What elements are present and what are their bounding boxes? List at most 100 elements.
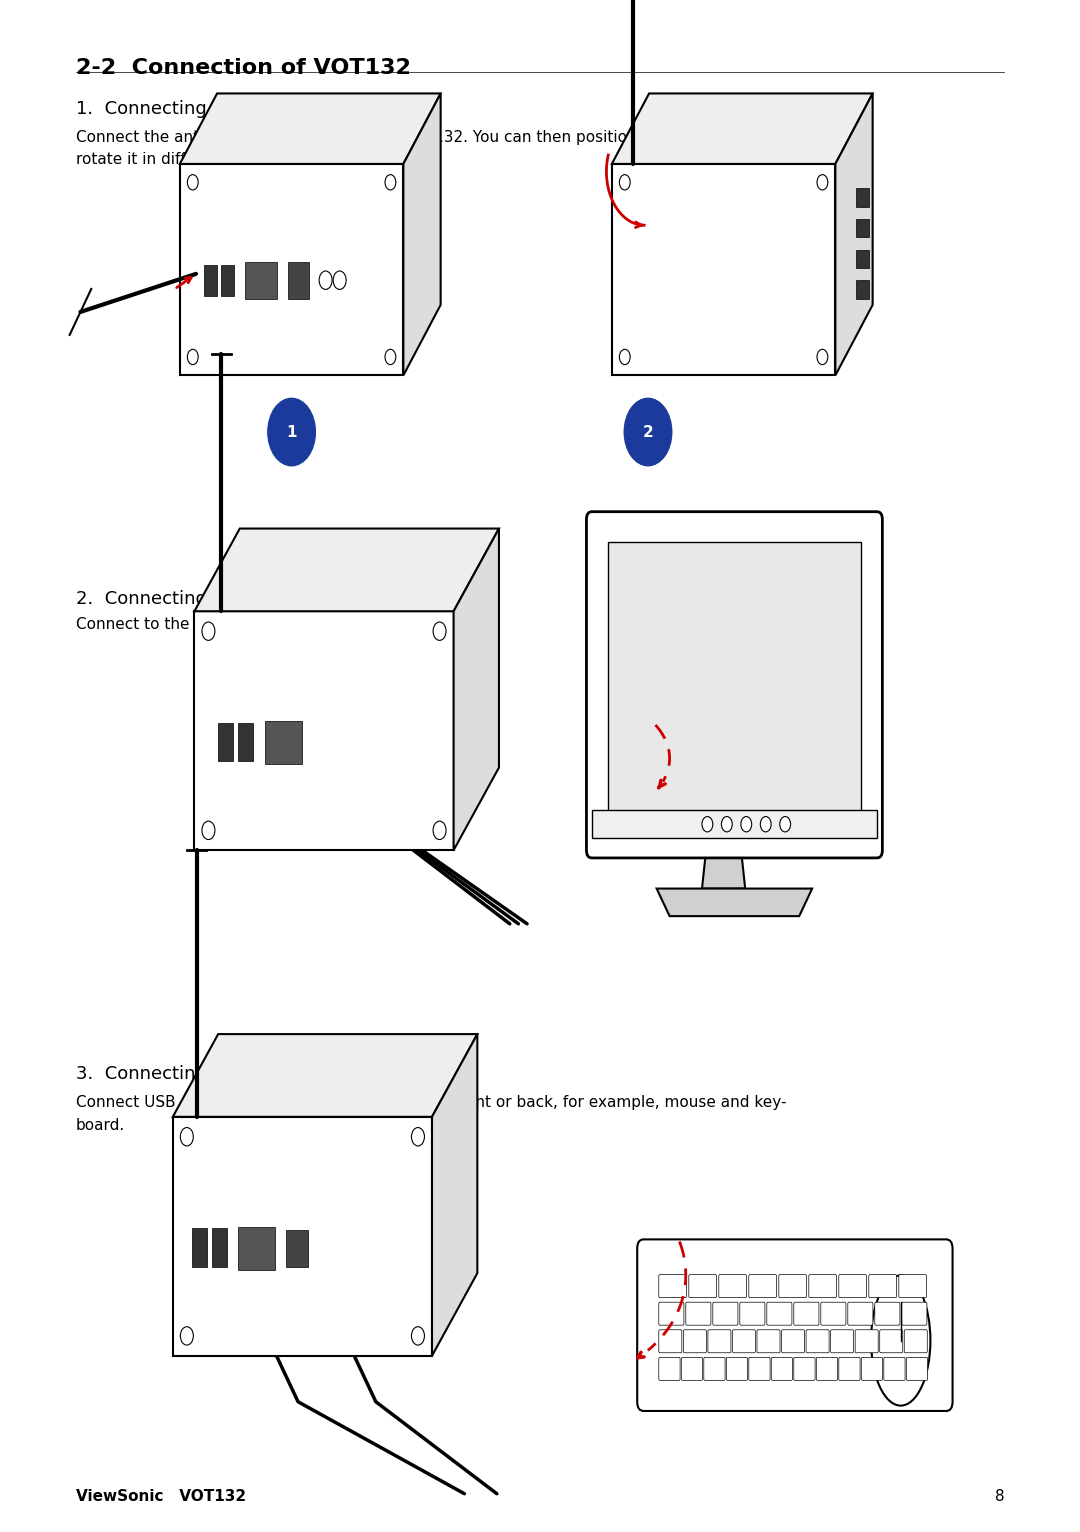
Bar — [856, 250, 869, 268]
Circle shape — [202, 622, 215, 640]
FancyBboxPatch shape — [727, 1357, 747, 1380]
Circle shape — [268, 398, 315, 466]
FancyBboxPatch shape — [659, 1330, 681, 1353]
Polygon shape — [432, 1034, 477, 1356]
FancyBboxPatch shape — [899, 1275, 927, 1298]
Bar — [856, 188, 869, 207]
Circle shape — [624, 398, 672, 466]
Circle shape — [411, 1128, 424, 1146]
FancyBboxPatch shape — [794, 1302, 819, 1325]
Circle shape — [702, 817, 713, 832]
Polygon shape — [657, 889, 812, 916]
FancyBboxPatch shape — [848, 1302, 873, 1325]
Bar — [608, 542, 861, 812]
FancyBboxPatch shape — [839, 1275, 866, 1298]
FancyBboxPatch shape — [686, 1302, 711, 1325]
Bar — [856, 280, 869, 299]
Polygon shape — [612, 164, 836, 375]
Circle shape — [188, 349, 199, 365]
Circle shape — [620, 175, 631, 190]
Circle shape — [741, 817, 752, 832]
Bar — [238, 1227, 275, 1270]
Circle shape — [818, 175, 827, 190]
Bar — [288, 262, 310, 299]
Text: 8: 8 — [995, 1489, 1004, 1504]
Text: 3.  Connecting USB Devices: 3. Connecting USB Devices — [76, 1065, 326, 1083]
Bar — [856, 219, 869, 237]
FancyBboxPatch shape — [883, 1357, 905, 1380]
Polygon shape — [180, 93, 441, 164]
Polygon shape — [194, 529, 499, 611]
FancyBboxPatch shape — [732, 1330, 756, 1353]
FancyBboxPatch shape — [779, 1275, 807, 1298]
Polygon shape — [836, 93, 873, 375]
FancyBboxPatch shape — [707, 1330, 731, 1353]
FancyBboxPatch shape — [586, 512, 882, 858]
Circle shape — [188, 175, 199, 190]
FancyBboxPatch shape — [816, 1357, 838, 1380]
FancyBboxPatch shape — [681, 1357, 703, 1380]
FancyBboxPatch shape — [659, 1302, 684, 1325]
FancyBboxPatch shape — [806, 1330, 829, 1353]
FancyBboxPatch shape — [719, 1275, 746, 1298]
FancyBboxPatch shape — [868, 1275, 896, 1298]
FancyBboxPatch shape — [875, 1302, 900, 1325]
Text: Connect to the monitor thru the DVI connector.: Connect to the monitor thru the DVI conn… — [76, 617, 436, 633]
Text: Connect USB devices using the USB ports on the front or back, for example, mouse: Connect USB devices using the USB ports … — [76, 1095, 786, 1132]
FancyBboxPatch shape — [902, 1302, 927, 1325]
Circle shape — [760, 817, 771, 832]
Circle shape — [180, 1128, 193, 1146]
Bar — [192, 1229, 207, 1267]
Circle shape — [386, 175, 396, 190]
Bar — [265, 722, 302, 764]
FancyBboxPatch shape — [855, 1330, 878, 1353]
FancyBboxPatch shape — [906, 1357, 928, 1380]
Circle shape — [320, 271, 333, 290]
Ellipse shape — [870, 1275, 931, 1406]
Circle shape — [180, 1327, 193, 1345]
FancyBboxPatch shape — [659, 1275, 687, 1298]
FancyBboxPatch shape — [659, 1357, 680, 1380]
Text: 1: 1 — [286, 424, 297, 440]
FancyBboxPatch shape — [771, 1357, 793, 1380]
Bar — [238, 723, 253, 761]
Bar — [204, 265, 217, 296]
Text: ViewSonic   VOT132: ViewSonic VOT132 — [76, 1489, 246, 1504]
Circle shape — [333, 271, 347, 290]
Text: 2.  Connecting  the VOT132 to a monitor: 2. Connecting the VOT132 to a monitor — [76, 590, 442, 608]
FancyBboxPatch shape — [740, 1302, 765, 1325]
FancyBboxPatch shape — [839, 1357, 860, 1380]
Polygon shape — [173, 1117, 432, 1356]
Circle shape — [202, 821, 215, 840]
FancyBboxPatch shape — [637, 1239, 953, 1411]
Circle shape — [620, 349, 631, 365]
Polygon shape — [454, 529, 499, 850]
FancyBboxPatch shape — [880, 1330, 903, 1353]
FancyBboxPatch shape — [821, 1302, 846, 1325]
FancyBboxPatch shape — [862, 1357, 882, 1380]
Bar — [245, 262, 278, 299]
Circle shape — [433, 622, 446, 640]
Text: 1.  Connecting the Antenna: 1. Connecting the Antenna — [76, 100, 323, 118]
Polygon shape — [404, 93, 441, 375]
FancyBboxPatch shape — [767, 1302, 792, 1325]
Bar — [221, 265, 234, 296]
FancyBboxPatch shape — [704, 1357, 725, 1380]
FancyBboxPatch shape — [809, 1275, 837, 1298]
Polygon shape — [194, 611, 454, 850]
Circle shape — [386, 349, 396, 365]
FancyBboxPatch shape — [748, 1275, 777, 1298]
FancyBboxPatch shape — [713, 1302, 738, 1325]
Circle shape — [780, 817, 791, 832]
FancyBboxPatch shape — [757, 1330, 780, 1353]
Text: 2-2  Connection of VOT132: 2-2 Connection of VOT132 — [76, 58, 410, 78]
Polygon shape — [702, 838, 745, 889]
Bar — [218, 723, 233, 761]
FancyBboxPatch shape — [748, 1357, 770, 1380]
Bar — [212, 1229, 227, 1267]
Polygon shape — [612, 93, 873, 164]
Polygon shape — [173, 1034, 477, 1117]
Circle shape — [433, 821, 446, 840]
Polygon shape — [180, 164, 404, 375]
FancyBboxPatch shape — [689, 1275, 716, 1298]
